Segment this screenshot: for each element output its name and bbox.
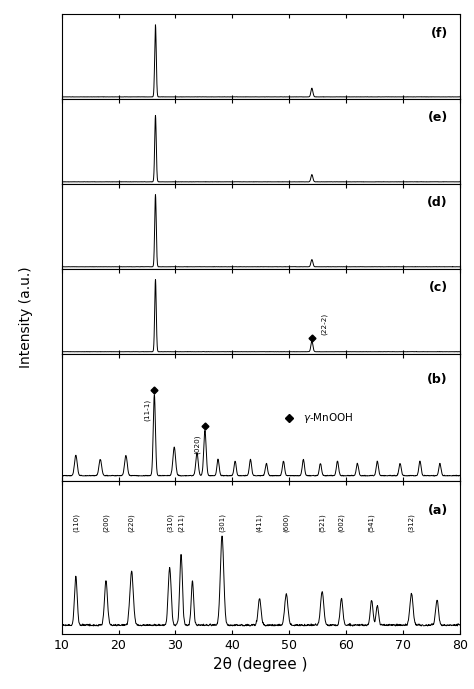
Text: (d): (d) — [427, 196, 448, 209]
Text: (211): (211) — [178, 513, 184, 533]
Text: (020): (020) — [194, 435, 200, 454]
Text: $\gamma$-MnOOH: $\gamma$-MnOOH — [303, 411, 354, 424]
Text: (312): (312) — [408, 513, 415, 533]
Text: (200): (200) — [103, 513, 109, 533]
Text: (521): (521) — [319, 513, 325, 533]
Text: (411): (411) — [256, 513, 263, 533]
Text: (b): (b) — [427, 373, 448, 386]
Text: (301): (301) — [219, 513, 225, 533]
Text: (002): (002) — [338, 513, 345, 533]
Text: (600): (600) — [283, 513, 290, 533]
Text: (220): (220) — [128, 513, 135, 533]
Text: (e): (e) — [428, 112, 448, 125]
Text: (310): (310) — [166, 513, 173, 533]
Text: (11-1): (11-1) — [144, 399, 150, 421]
Text: (a): (a) — [428, 504, 448, 517]
Text: Intensity (a.u.): Intensity (a.u.) — [19, 266, 33, 368]
Text: (541): (541) — [368, 513, 375, 533]
X-axis label: 2θ (degree ): 2θ (degree ) — [213, 657, 308, 672]
Text: (f): (f) — [430, 26, 448, 39]
Text: (110): (110) — [73, 513, 79, 533]
Text: (22-2): (22-2) — [320, 313, 327, 335]
Text: (c): (c) — [428, 281, 448, 294]
